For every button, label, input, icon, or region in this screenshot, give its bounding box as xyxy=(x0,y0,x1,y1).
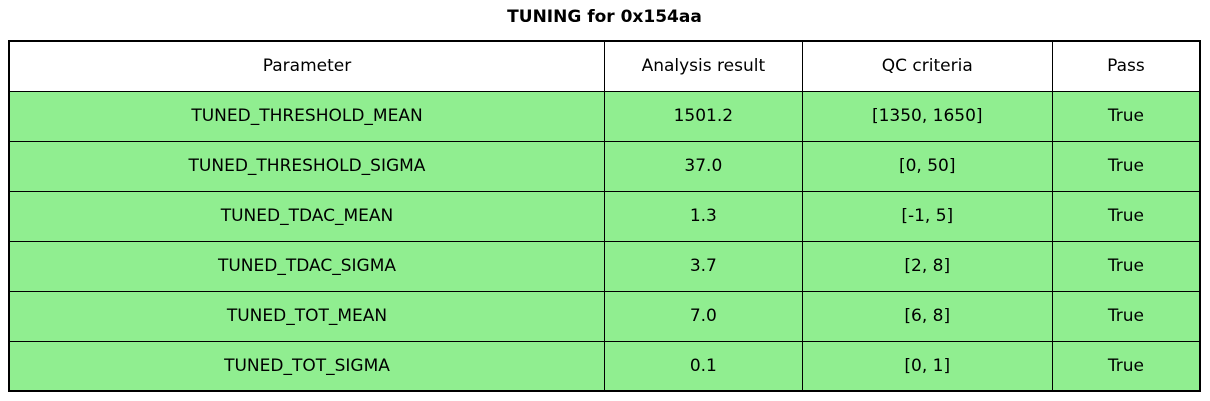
table-row: TUNED_THRESHOLD_MEAN 1501.2 [1350, 1650]… xyxy=(8,90,1201,142)
table-row: TUNED_TDAC_MEAN 1.3 [-1, 5] True xyxy=(8,190,1201,242)
table-header-row: Parameter Analysis result QC criteria Pa… xyxy=(8,40,1201,92)
cell-parameter: TUNED_TDAC_MEAN xyxy=(8,190,605,242)
column-header-qc-criteria: QC criteria xyxy=(801,40,1053,92)
table-row: TUNED_TDAC_SIGMA 3.7 [2, 8] True xyxy=(8,240,1201,292)
cell-analysis-result: 3.7 xyxy=(604,240,803,292)
cell-pass: True xyxy=(1051,90,1201,142)
column-header-analysis-result: Analysis result xyxy=(604,40,803,92)
cell-analysis-result: 1.3 xyxy=(604,190,803,242)
table-row: TUNED_TOT_MEAN 7.0 [6, 8] True xyxy=(8,290,1201,342)
column-header-pass: Pass xyxy=(1051,40,1201,92)
cell-qc-criteria: [1350, 1650] xyxy=(801,90,1053,142)
cell-pass: True xyxy=(1051,340,1201,392)
cell-pass: True xyxy=(1051,290,1201,342)
cell-parameter: TUNED_TOT_SIGMA xyxy=(8,340,605,392)
cell-qc-criteria: [6, 8] xyxy=(801,290,1053,342)
cell-pass: True xyxy=(1051,190,1201,242)
cell-parameter: TUNED_THRESHOLD_MEAN xyxy=(8,90,605,142)
cell-analysis-result: 37.0 xyxy=(604,140,803,192)
cell-qc-criteria: [0, 50] xyxy=(801,140,1053,192)
table-row: TUNED_THRESHOLD_SIGMA 37.0 [0, 50] True xyxy=(8,140,1201,192)
page-title: TUNING for 0x154aa xyxy=(507,7,702,27)
cell-parameter: TUNED_TOT_MEAN xyxy=(8,290,605,342)
cell-qc-criteria: [2, 8] xyxy=(801,240,1053,292)
column-header-parameter: Parameter xyxy=(8,40,605,92)
tuning-qc-table: Parameter Analysis result QC criteria Pa… xyxy=(8,40,1201,392)
cell-analysis-result: 0.1 xyxy=(604,340,803,392)
cell-parameter: TUNED_THRESHOLD_SIGMA xyxy=(8,140,605,192)
cell-analysis-result: 7.0 xyxy=(604,290,803,342)
cell-analysis-result: 1501.2 xyxy=(604,90,803,142)
cell-parameter: TUNED_TDAC_SIGMA xyxy=(8,240,605,292)
table-row: TUNED_TOT_SIGMA 0.1 [0, 1] True xyxy=(8,340,1201,392)
cell-qc-criteria: [0, 1] xyxy=(801,340,1053,392)
cell-pass: True xyxy=(1051,240,1201,292)
cell-pass: True xyxy=(1051,140,1201,192)
cell-qc-criteria: [-1, 5] xyxy=(801,190,1053,242)
